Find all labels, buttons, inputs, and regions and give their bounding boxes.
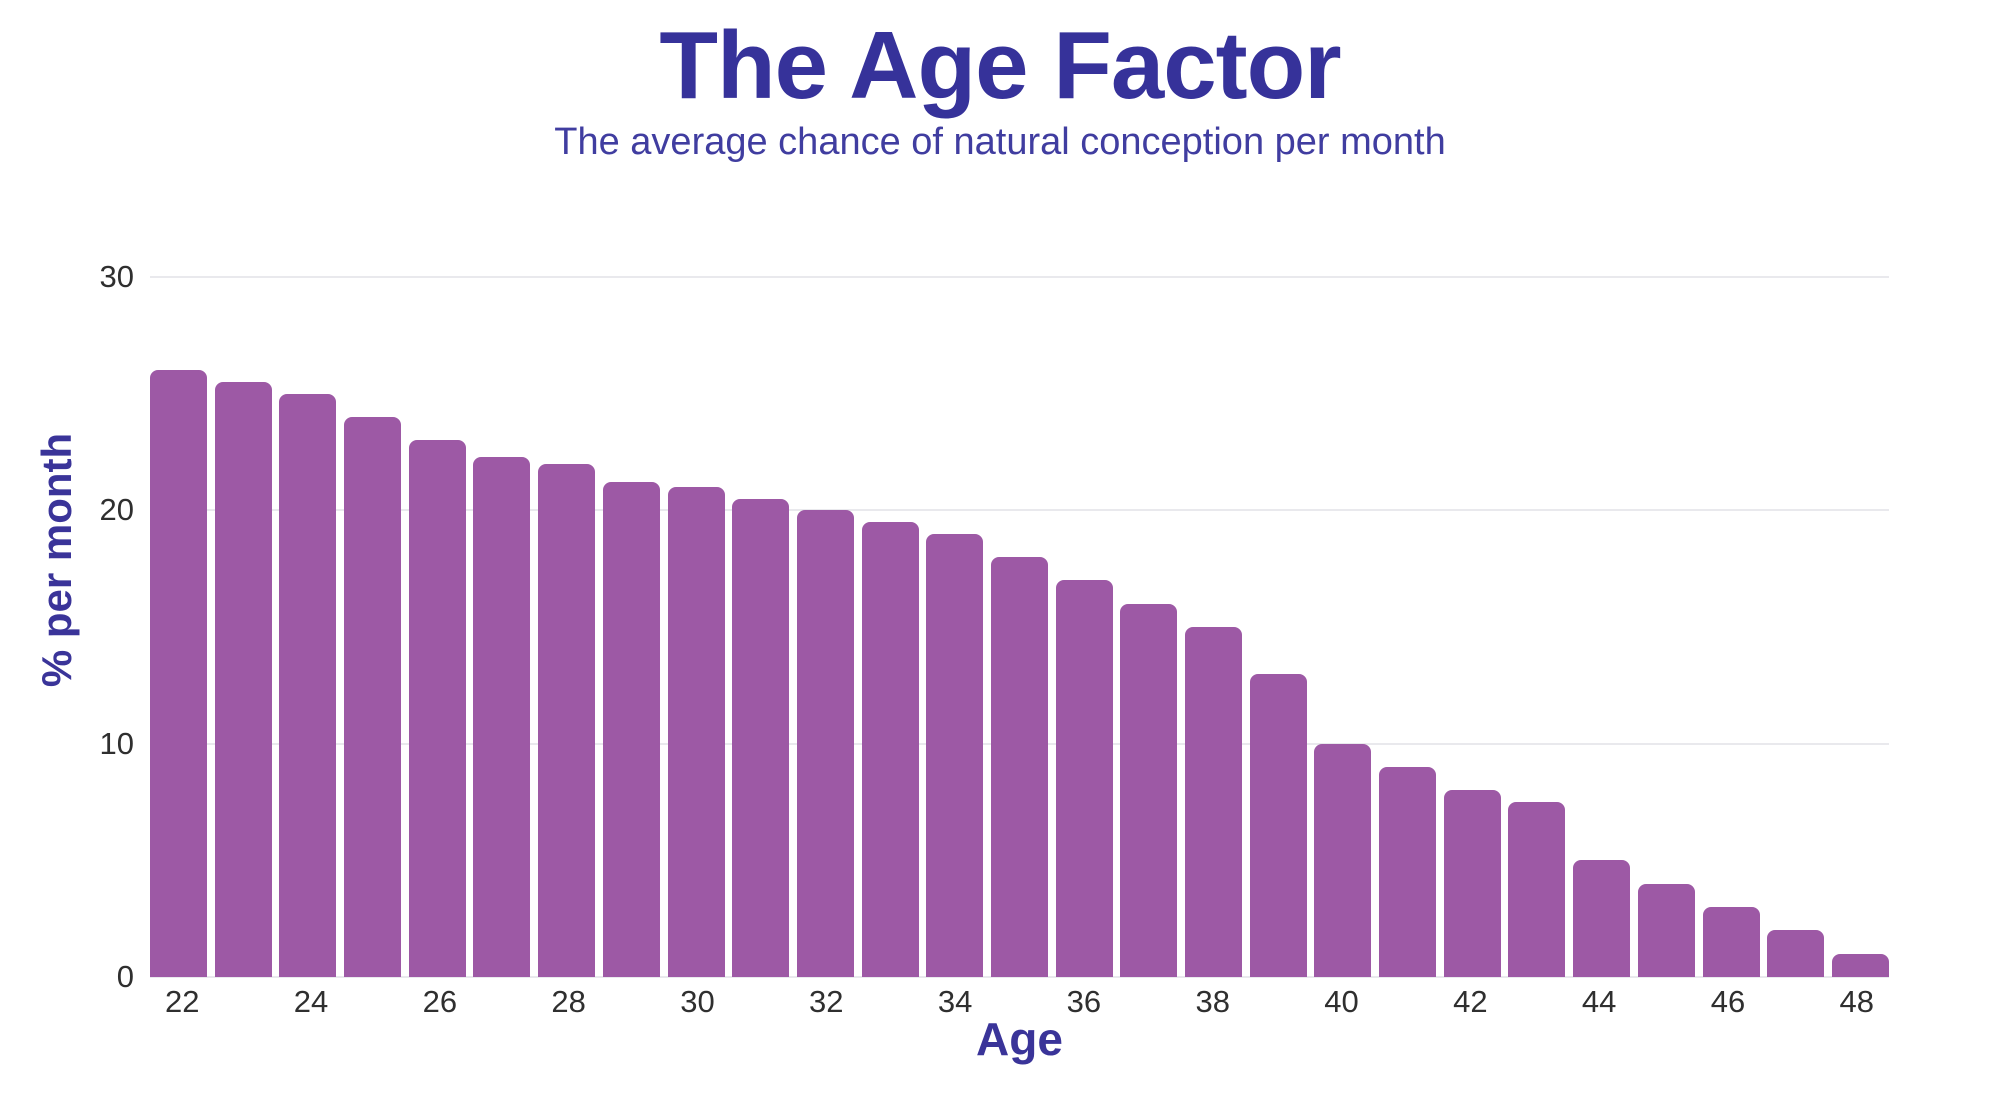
- x-tick-42: 42: [1453, 984, 1488, 1019]
- bar-age-30: [667, 487, 725, 977]
- bar-age-33: [861, 522, 919, 977]
- bar-age-39: [1249, 673, 1307, 977]
- x-axis-title: Age: [976, 1013, 1063, 1065]
- bar-age-25: [344, 417, 402, 977]
- bar-age-48: [1831, 953, 1889, 977]
- x-tick-38: 38: [1195, 984, 1230, 1019]
- bar-age-36: [1055, 580, 1113, 977]
- y-axis-title: % per month: [33, 432, 80, 688]
- bar-age-43: [1508, 802, 1566, 977]
- gridline-0: [150, 976, 1889, 978]
- bar-age-37: [1120, 603, 1178, 977]
- y-tick-0: 0: [116, 959, 134, 994]
- x-tick-44: 44: [1581, 984, 1617, 1019]
- bar-age-27: [473, 456, 531, 977]
- bar-age-35: [990, 557, 1048, 977]
- bar-age-38: [1185, 627, 1242, 977]
- bar-age-34: [926, 533, 984, 977]
- x-tick-24: 24: [293, 984, 329, 1019]
- bar-age-45: [1637, 883, 1695, 977]
- x-tick-46: 46: [1710, 984, 1746, 1019]
- bar-age-47: [1767, 930, 1825, 977]
- y-tick-30: 30: [99, 259, 134, 294]
- chart-title: The Age Factor: [659, 12, 1341, 119]
- x-tick-22: 22: [164, 984, 200, 1019]
- bar-age-22: [150, 370, 207, 977]
- x-tick-28: 28: [551, 984, 586, 1019]
- y-tick-10: 10: [99, 725, 134, 761]
- bar-age-28: [538, 463, 596, 977]
- gridline-30: [150, 276, 1889, 278]
- bar-age-42: [1443, 790, 1501, 977]
- y-tick-20: 20: [99, 492, 134, 528]
- plot-area: [150, 276, 1889, 978]
- bar-age-40: [1314, 743, 1372, 977]
- x-tick-32: 32: [809, 984, 844, 1019]
- bar-age-41: [1379, 767, 1437, 977]
- bar-age-32: [796, 510, 854, 977]
- bar-age-44: [1573, 860, 1631, 977]
- bar-age-26: [408, 440, 466, 977]
- bar-age-24: [279, 393, 337, 977]
- bar-age-46: [1702, 907, 1760, 977]
- chart-subtitle: The average chance of natural conception…: [554, 121, 1446, 163]
- x-tick-30: 30: [680, 984, 715, 1019]
- x-tick-36: 36: [1066, 984, 1102, 1019]
- bar-age-31: [732, 498, 790, 977]
- bar-age-29: [602, 482, 660, 977]
- x-tick-48: 48: [1839, 984, 1875, 1019]
- bar-age-23: [214, 382, 272, 977]
- gridline-20: [150, 509, 1889, 512]
- bar-series: [150, 277, 1889, 977]
- x-tick-26: 26: [422, 984, 458, 1019]
- x-tick-40: 40: [1324, 984, 1359, 1019]
- x-tick-34: 34: [937, 984, 973, 1019]
